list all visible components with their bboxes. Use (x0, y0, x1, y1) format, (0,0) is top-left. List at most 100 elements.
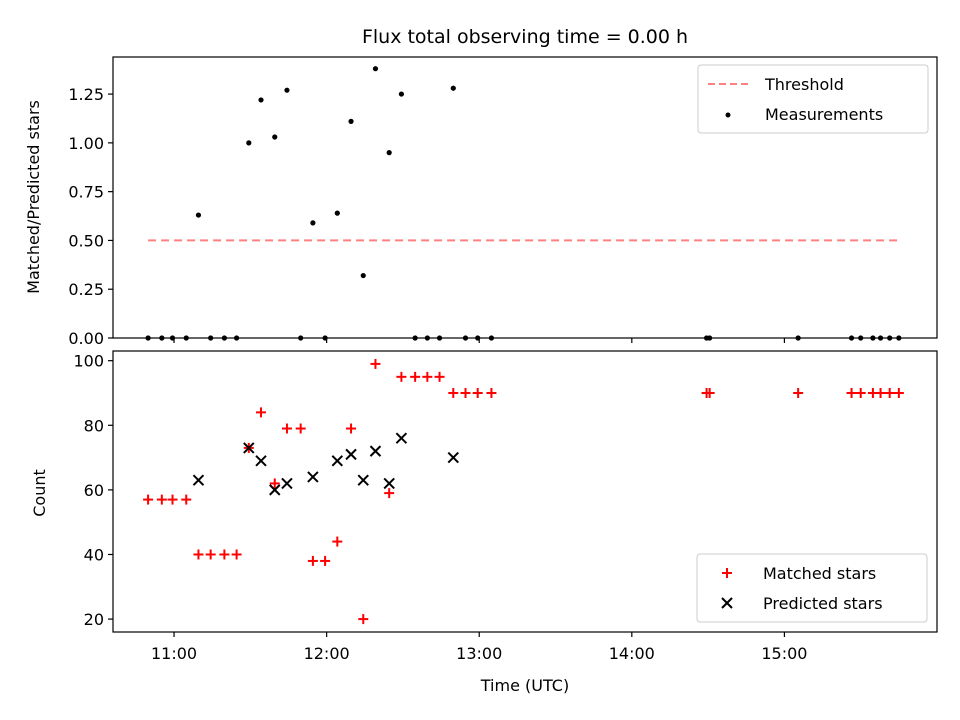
matched-stars-point (231, 549, 242, 560)
matched-stars-point (269, 478, 280, 489)
measurements-point (398, 91, 404, 97)
matched-stars-point (448, 387, 459, 398)
matched-stars-point (181, 494, 192, 505)
matched-stars-point (893, 387, 904, 398)
predicted-stars-point (357, 474, 369, 486)
threshold-legend-label: Threshold (764, 75, 844, 94)
measurements-point (258, 97, 264, 103)
matched-stars-point (793, 387, 804, 398)
matched-stars-point (884, 387, 895, 398)
predicted-stars-point (383, 477, 395, 490)
measurements-point (360, 272, 366, 279)
ratio-y-tick-label: 0.25 (68, 280, 104, 299)
count-y-tick-label: 20 (84, 610, 104, 629)
predicted-legend-label: Predicted stars (763, 594, 883, 613)
predicted-stars-point (192, 474, 205, 486)
matched-stars-point (307, 555, 318, 566)
matched-stars-point (396, 371, 407, 382)
count-legend: Matched stars Predicted stars (696, 553, 928, 623)
ratio-y-tick-label: 1.25 (68, 85, 104, 104)
measurements-point (386, 150, 392, 156)
count-y-tick-label: 80 (84, 416, 104, 435)
count-y-ticks: 20 40 60 80 100 (73, 352, 113, 629)
matched-stars-point (346, 423, 357, 434)
matched-stars-point (486, 387, 497, 398)
count-y-axis-label: Count (30, 469, 49, 517)
predicted-stars-point (369, 445, 382, 457)
measurements-point (372, 66, 379, 72)
matched-stars-point (846, 387, 857, 398)
count-y-tick-label: 40 (84, 545, 104, 564)
measurements-point (348, 118, 354, 124)
matched-legend-label: Matched stars (763, 564, 876, 583)
predicted-stars-point (243, 442, 255, 454)
measurements-point (450, 85, 456, 91)
count-x-tick-label: 14:00 (609, 644, 655, 663)
ratio-y-tick-label: 0.50 (68, 231, 104, 250)
matched-stars-point (205, 549, 216, 560)
measurements-point (246, 140, 252, 146)
ratio-legend: Threshold Measurements (697, 64, 929, 134)
ratio-y-ticks: 0.00 0.25 0.50 0.75 1.00 1.25 (68, 85, 113, 348)
predicted-stars-point (281, 477, 293, 490)
matched-stars-point (358, 614, 369, 625)
matched-stars-point (704, 387, 715, 398)
matched-stars-point (434, 371, 445, 382)
matched-stars-point (295, 423, 306, 434)
measurements-point (310, 220, 316, 226)
predicted-stars-point (345, 448, 357, 461)
count-y-tick-label: 100 (73, 352, 104, 371)
matched-stars-point (256, 407, 267, 418)
predicted-stars-point (255, 455, 267, 467)
count-series (143, 358, 904, 625)
matched-stars-point (219, 549, 230, 560)
measurements-point (272, 134, 278, 140)
measurements-legend-label: Measurements (765, 105, 883, 124)
matched-stars-point (156, 494, 167, 505)
predicted-stars-point (331, 455, 344, 467)
x-axis-label: Time (UTC) (480, 676, 569, 695)
predicted-stars-point (395, 432, 408, 444)
predicted-stars-point (307, 471, 319, 483)
count-y-tick-label: 60 (84, 481, 104, 500)
matched-legend-marker (722, 568, 732, 578)
measurements-point (195, 212, 202, 218)
matched-stars-point (193, 549, 204, 560)
matched-stars-point (422, 371, 433, 382)
measurements-point (284, 87, 290, 93)
matched-stars-point (472, 387, 483, 398)
count-plot-frame (112, 350, 938, 633)
ratio-y-tick-label: 1.00 (68, 134, 104, 153)
matched-stars-point (875, 387, 886, 398)
matched-stars-point (143, 494, 154, 505)
matched-stars-point (167, 494, 178, 505)
count-x-ticks: 11:00 12:00 13:00 14:00 15:00 (151, 632, 807, 663)
matched-stars-point (384, 488, 395, 499)
ratio-y-axis-label: Matched/Predicted stars (24, 100, 43, 294)
predicted-stars-point (447, 451, 459, 464)
chart-title: Flux total observing time = 0.00 h (362, 26, 688, 48)
count-x-tick-label: 12:00 (304, 644, 350, 663)
matched-stars-point (410, 371, 421, 382)
matched-stars-point (332, 536, 343, 547)
count-x-tick-label: 13:00 (456, 644, 502, 663)
predicted-legend-marker (721, 597, 733, 609)
ratio-y-tick-label: 0.00 (68, 329, 104, 348)
ratio-plot-frame (112, 56, 938, 339)
matched-stars-point (855, 387, 866, 398)
matched-stars-point (320, 555, 331, 566)
matched-stars-point (460, 387, 471, 398)
ratio-panel: Flux total observing time = 0.00 h Match… (24, 26, 938, 348)
measurements-point (334, 210, 340, 216)
count-x-tick-label: 11:00 (151, 644, 197, 663)
ratio-y-tick-label: 0.75 (68, 183, 104, 202)
matched-stars-point (281, 423, 292, 434)
count-x-tick-label: 15:00 (761, 644, 807, 663)
count-legend-box (696, 553, 928, 623)
ratio-legend-box (697, 64, 929, 134)
measurements-legend-marker (725, 112, 731, 118)
predicted-stars-point (269, 484, 281, 496)
matched-stars-point (370, 358, 381, 369)
